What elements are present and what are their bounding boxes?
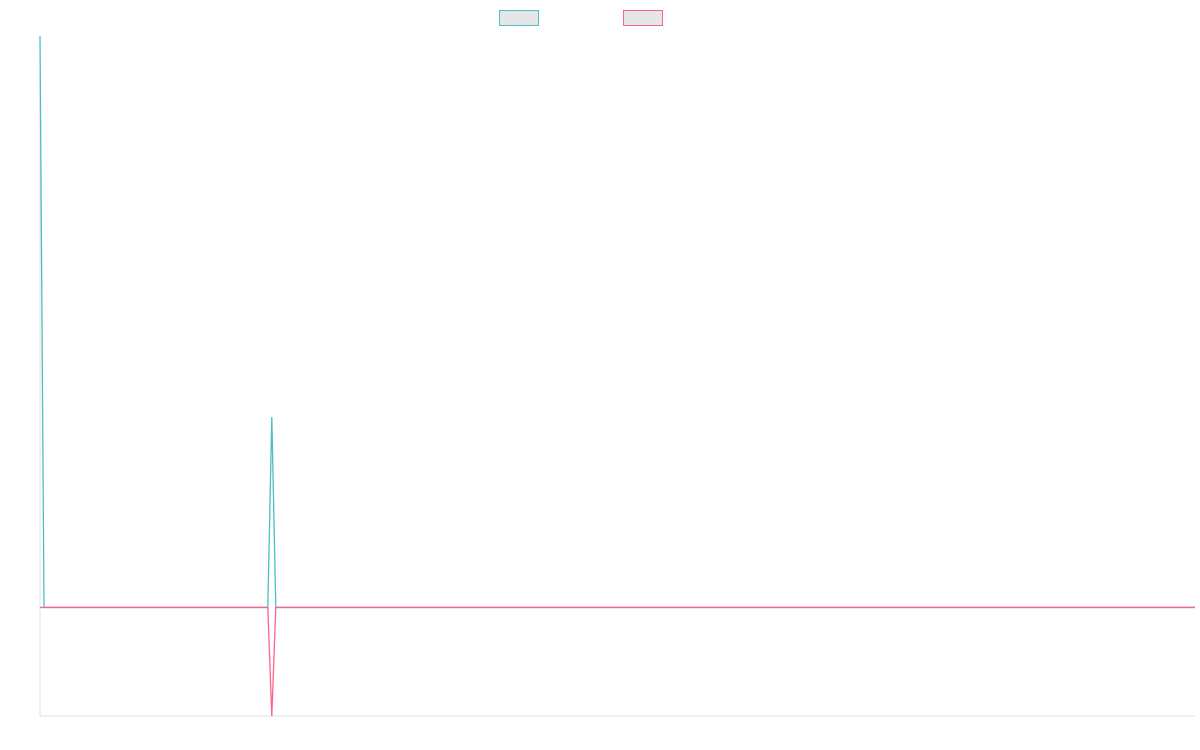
data-line <box>39 35 1195 609</box>
legend-swatch <box>499 10 539 26</box>
data-line <box>40 606 1195 717</box>
legend-swatch <box>623 10 663 26</box>
